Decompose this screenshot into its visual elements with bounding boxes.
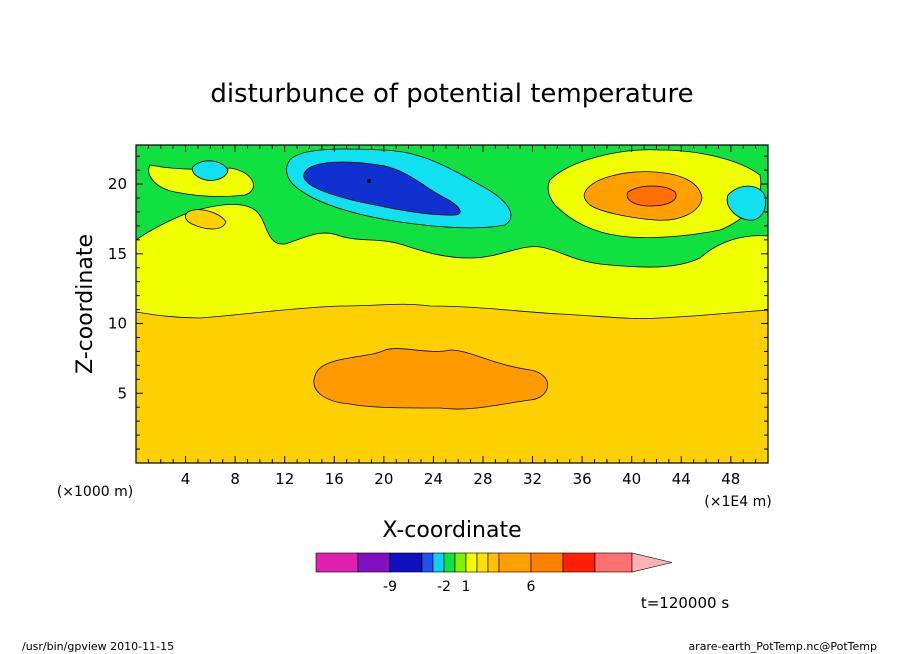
x-tick-label: 12 (275, 470, 294, 488)
region-warm-core-mid (313, 348, 548, 410)
colorbar-swatch (389, 552, 423, 573)
y-axis-ticks: 5 10 15 20 (108, 155, 768, 450)
plot-frame (135, 144, 769, 464)
chart-title: disturbunce of potential temperature (210, 79, 693, 109)
x-axis-ticks: 4 8 12 16 20 24 28 32 36 40 44 48 (147, 145, 757, 488)
colorbar-swatch (315, 552, 359, 573)
x-tick-label: 40 (622, 470, 641, 488)
colorbar-swatch (421, 552, 434, 573)
region-cyan-right (726, 185, 767, 221)
colorbar-labels: -9 -2 1 6 (383, 579, 536, 595)
colorbar-swatch (530, 552, 564, 573)
x-tick-label: 32 (523, 470, 542, 488)
colorbar-swatch (432, 552, 445, 573)
region-yellow-blob-left (184, 209, 227, 230)
colorbar-swatch (562, 552, 596, 573)
y-tick-label: 20 (108, 175, 127, 193)
colorbar-arrow (631, 552, 673, 573)
region-cold-center (367, 179, 371, 183)
x-tick-label: 20 (374, 470, 393, 488)
colorbar-label: 6 (527, 579, 536, 595)
colorbar-swatch (487, 552, 500, 573)
y-tick-label: 10 (108, 315, 127, 333)
region-deep-cold-core (303, 161, 461, 216)
colorbar (315, 552, 673, 573)
x-tick-label: 24 (424, 470, 443, 488)
x-tick-label: 16 (325, 470, 344, 488)
colorbar-swatch (443, 552, 456, 573)
region-hot-core-top (626, 185, 677, 207)
x-axis-label: X-coordinate (382, 518, 521, 543)
colorbar-swatch (476, 552, 489, 573)
x-tick-label: 48 (721, 470, 740, 488)
colorbar-swatch (357, 552, 391, 573)
x-tick-label: 36 (573, 470, 592, 488)
footer-left: /usr/bin/gpview 2010-11-15 (22, 640, 174, 653)
region-cyan-small (191, 160, 229, 181)
x-tick-label: 28 (473, 470, 492, 488)
colorbar-swatch (594, 552, 633, 573)
contour-field (135, 144, 769, 463)
colorbar-swatch (465, 552, 478, 573)
x-tick-label: 8 (230, 470, 240, 488)
colorbar-swatch (498, 552, 532, 573)
colorbar-label: -9 (383, 579, 397, 595)
colorbar-label: 1 (462, 579, 471, 595)
x-tick-label: 4 (181, 470, 191, 488)
y-tick-label: 15 (108, 245, 127, 263)
colorbar-label: -2 (437, 579, 451, 595)
x-tick-label: 44 (672, 470, 691, 488)
footer-right: arare-earth_PotTemp.nc@PotTemp (688, 640, 877, 653)
time-label: t=120000 s (641, 594, 729, 612)
x-unit-right: (×1E4 m) (704, 494, 771, 510)
y-tick-label: 5 (117, 384, 127, 402)
y-axis-label: Z-coordinate (73, 234, 98, 374)
colorbar-swatch (454, 552, 467, 573)
x-unit-left: (×1000 m) (57, 484, 133, 500)
